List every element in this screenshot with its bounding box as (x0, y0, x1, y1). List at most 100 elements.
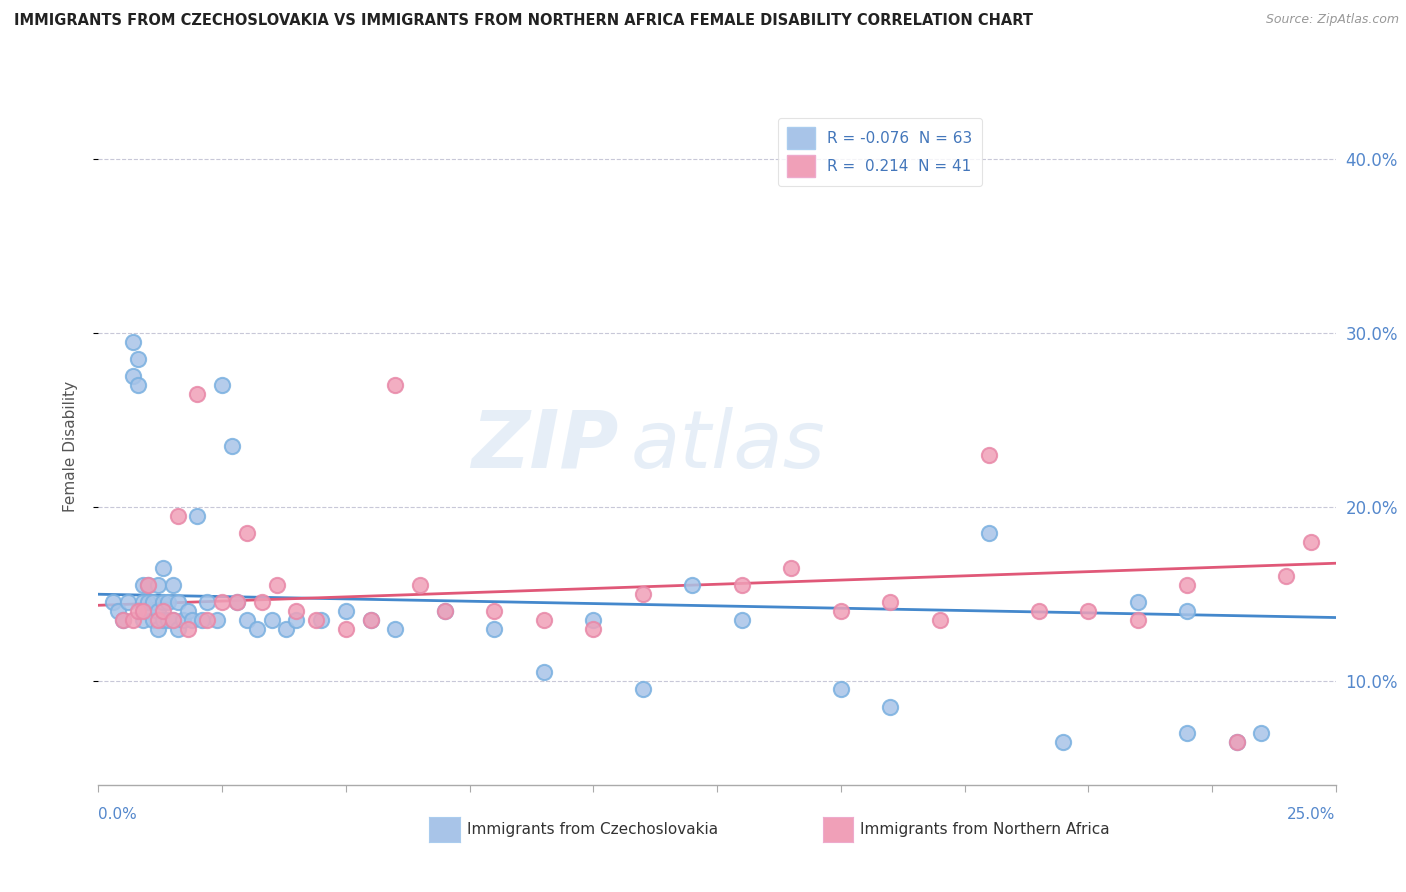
Point (250, 595, 273, 609)
Point (136, 604, 159, 618)
Point (879, 699, 901, 714)
Point (122, 334, 145, 349)
Text: ZIP: ZIP (471, 407, 619, 485)
Point (1175, 604, 1198, 618)
Point (132, 604, 155, 618)
Point (156, 595, 179, 609)
Point (191, 613, 214, 627)
Point (112, 613, 135, 627)
Point (186, 508, 208, 523)
Point (1052, 734, 1074, 748)
Point (305, 613, 328, 627)
Point (181, 613, 204, 627)
Point (195, 613, 218, 627)
Point (360, 613, 382, 627)
Point (152, 560, 174, 574)
Point (246, 622, 269, 636)
Point (979, 448, 1001, 462)
Point (146, 604, 169, 618)
Point (236, 525, 259, 540)
Point (309, 613, 332, 627)
Point (122, 613, 145, 627)
Text: Immigrants from Northern Africa: Immigrants from Northern Africa (860, 822, 1111, 837)
Point (162, 578, 184, 592)
Point (681, 578, 703, 592)
Point (162, 613, 184, 627)
Point (582, 622, 605, 636)
Point (112, 613, 135, 627)
Point (127, 378, 149, 392)
Point (533, 665, 555, 679)
Point (107, 604, 129, 618)
Point (103, 595, 125, 609)
Point (176, 622, 198, 636)
Point (1226, 734, 1249, 748)
Point (156, 613, 179, 627)
Point (1226, 734, 1249, 748)
Point (780, 560, 803, 574)
Point (211, 595, 233, 609)
Point (142, 613, 165, 627)
Point (117, 595, 139, 609)
Point (162, 613, 184, 627)
Point (484, 604, 506, 618)
Point (979, 525, 1001, 540)
Point (226, 595, 249, 609)
Point (186, 387, 208, 401)
Point (236, 613, 259, 627)
Point (132, 595, 155, 609)
Point (335, 604, 357, 618)
Point (136, 595, 159, 609)
Point (285, 604, 308, 618)
Point (533, 613, 555, 627)
Point (166, 508, 188, 523)
Point (433, 604, 456, 618)
Point (1299, 534, 1322, 549)
Text: 25.0%: 25.0% (1288, 807, 1336, 822)
Text: 0.0%: 0.0% (98, 807, 138, 822)
Point (127, 604, 149, 618)
Point (127, 352, 149, 367)
Point (1126, 613, 1149, 627)
Point (1077, 604, 1099, 618)
Point (879, 595, 901, 609)
Point (136, 578, 159, 592)
Point (152, 595, 174, 609)
Point (146, 613, 169, 627)
Point (1175, 578, 1198, 592)
Point (928, 613, 950, 627)
Point (830, 682, 852, 697)
Point (1275, 569, 1298, 583)
Point (433, 604, 456, 618)
Point (132, 578, 155, 592)
Point (384, 378, 406, 392)
Point (205, 613, 228, 627)
Point (152, 604, 174, 618)
Point (731, 578, 754, 592)
Point (276, 622, 298, 636)
Point (285, 613, 308, 627)
Point (484, 622, 506, 636)
Point (142, 595, 165, 609)
Point (266, 578, 288, 592)
Point (384, 622, 406, 636)
Point (172, 613, 194, 627)
Point (195, 595, 218, 609)
Point (146, 578, 169, 592)
Text: Immigrants from Czechoslovakia: Immigrants from Czechoslovakia (467, 822, 718, 837)
Point (211, 378, 233, 392)
Point (1126, 595, 1149, 609)
Point (152, 613, 174, 627)
Point (146, 622, 169, 636)
Point (221, 439, 243, 453)
Point (176, 604, 198, 618)
Point (335, 622, 357, 636)
Point (830, 604, 852, 618)
Point (1175, 726, 1198, 740)
Point (409, 578, 432, 592)
Point (136, 578, 159, 592)
Point (1250, 726, 1272, 740)
Point (122, 369, 145, 384)
Point (260, 613, 283, 627)
Legend: R = -0.076  N = 63, R =  0.214  N = 41: R = -0.076 N = 63, R = 0.214 N = 41 (779, 118, 981, 186)
